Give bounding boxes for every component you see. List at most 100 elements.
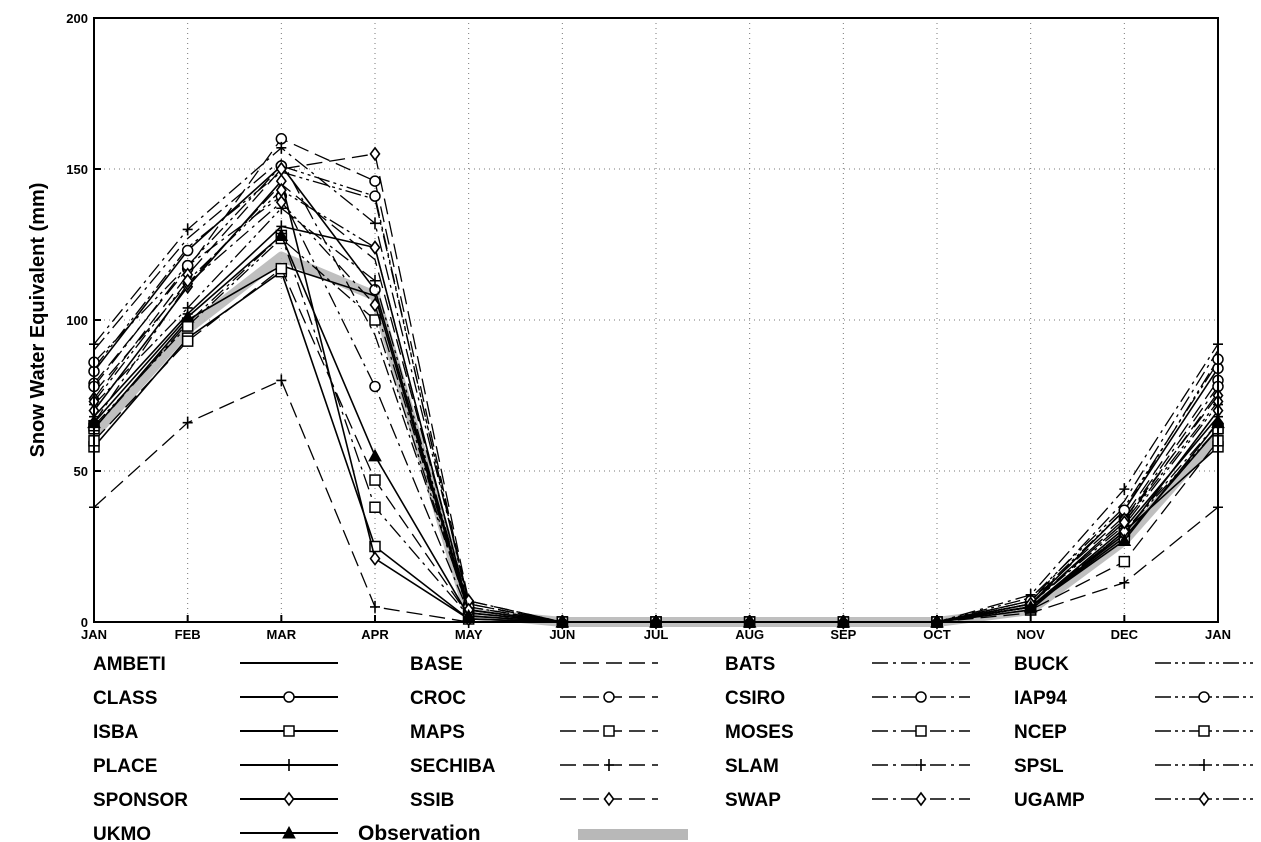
- legend-label: BUCK: [1014, 654, 1069, 675]
- data-point: [275, 161, 287, 177]
- legend-label: NCEP: [1014, 722, 1067, 743]
- y-tick-label: 50: [74, 464, 88, 479]
- legend-item-csiro: CSIRO: [725, 688, 970, 709]
- series-ugamp: [88, 182, 1224, 630]
- series-line: [93, 270, 1219, 623]
- legend-item-ambeti: AMBETI: [93, 654, 338, 675]
- legend-marker: [282, 825, 296, 839]
- observation-band: [89, 251, 1223, 627]
- legend-marker: [1199, 759, 1209, 771]
- legend-item-class: CLASS: [93, 688, 338, 709]
- data-point: [369, 380, 381, 393]
- data-point: [182, 416, 193, 429]
- series-line: [93, 137, 1219, 623]
- data-point: [276, 374, 287, 387]
- y-tick-label: 0: [81, 615, 88, 630]
- series-buck: [93, 171, 1219, 623]
- data-point: [1118, 515, 1130, 530]
- y-axis-label: Snow Water Equivalent (mm): [27, 183, 49, 458]
- series-line: [93, 189, 1219, 623]
- legend-label: PLACE: [93, 756, 157, 777]
- series-line: [93, 153, 1219, 623]
- x-tick-label: MAR: [267, 627, 297, 642]
- x-tick-label: JUL: [644, 627, 669, 642]
- data-point: [369, 240, 381, 255]
- legend-item-bats: BATS: [725, 654, 970, 675]
- data-point: [369, 146, 381, 162]
- legend-item-place: PLACE: [93, 756, 338, 777]
- legend-marker: [1198, 691, 1210, 703]
- series-line: [93, 179, 1219, 623]
- series-isba: [88, 265, 1224, 628]
- legend-label: BATS: [725, 654, 775, 675]
- legend-marker: [283, 725, 295, 737]
- legend-item-swap: SWAP: [725, 790, 970, 811]
- data-point: [1119, 483, 1130, 496]
- legend-item-slam: SLAM: [725, 756, 970, 777]
- legend-item-maps: MAPS: [410, 722, 658, 743]
- series-spsl: [89, 202, 1223, 628]
- data-point: [182, 273, 194, 289]
- legend-marker: [603, 725, 615, 737]
- legend-label: SPONSOR: [93, 790, 188, 811]
- legend-marker: [915, 691, 927, 703]
- legend-marker: [916, 759, 926, 771]
- data-point: [181, 335, 194, 347]
- data-point: [369, 501, 381, 513]
- legend-label: AMBETI: [93, 654, 166, 675]
- observation-line: [89, 251, 1223, 627]
- legend-label: MOSES: [725, 722, 794, 743]
- legend-item-croc: CROC: [410, 688, 658, 709]
- series-ncep: [88, 232, 1224, 628]
- data-point: [369, 551, 381, 566]
- series-line: [93, 158, 1219, 623]
- x-tick-label: MAY: [455, 627, 483, 642]
- legend-label: IAP94: [1014, 688, 1067, 709]
- legend-item-iap94: IAP94: [1014, 688, 1253, 709]
- legend-label: SSIB: [410, 790, 454, 811]
- legend-label: SLAM: [725, 756, 779, 777]
- legend-marker: [1198, 791, 1210, 807]
- legend-item-observation: Observation: [358, 822, 688, 842]
- legend-item-ssib: SSIB: [410, 790, 658, 811]
- legend-item-moses: MOSES: [725, 722, 970, 743]
- data-point: [368, 448, 382, 462]
- y-tick-label: 150: [66, 162, 88, 177]
- data-point: [1117, 533, 1132, 546]
- data-point: [1023, 599, 1038, 613]
- legend-item-ncep: NCEP: [1014, 722, 1253, 743]
- x-tick-label: DEC: [1111, 627, 1139, 642]
- legend-marker: [915, 725, 927, 737]
- data-point: [369, 190, 381, 202]
- data-point: [370, 600, 380, 613]
- legend: AMBETI BASE BATS BUCK CLASS CROC CSIRO IAP94 ISB…: [93, 654, 1253, 842]
- legend-item-ugamp: UGAMP: [1014, 790, 1253, 811]
- series-place: [89, 220, 1223, 628]
- data-point: [180, 309, 195, 323]
- data-point: [181, 244, 194, 257]
- x-tick-label: JAN: [1205, 627, 1231, 642]
- legend-item-isba: ISBA: [93, 722, 338, 743]
- data-point: [181, 320, 194, 332]
- y-tick-label: 200: [66, 11, 88, 26]
- legend-marker: [915, 791, 927, 807]
- legend-marker: [283, 791, 295, 807]
- legend-marker: [284, 759, 294, 771]
- x-tick-label: FEB: [175, 627, 201, 642]
- data-point: [1118, 555, 1131, 568]
- legend-label: UGAMP: [1014, 790, 1085, 811]
- legend-label: SPSL: [1014, 756, 1064, 777]
- legend-item-ukmo: UKMO: [93, 824, 338, 842]
- x-tick-label: APR: [361, 627, 389, 642]
- data-point: [275, 182, 287, 198]
- data-point: [370, 274, 380, 287]
- data-point: [275, 194, 287, 210]
- legend-label: BASE: [410, 654, 463, 675]
- data-point: [370, 217, 380, 230]
- x-tick-label: JAN: [81, 627, 107, 642]
- legend-marker: [603, 791, 615, 807]
- data-point: [1119, 576, 1130, 589]
- data-point: [275, 262, 288, 275]
- x-tick-label: SEP: [830, 627, 856, 642]
